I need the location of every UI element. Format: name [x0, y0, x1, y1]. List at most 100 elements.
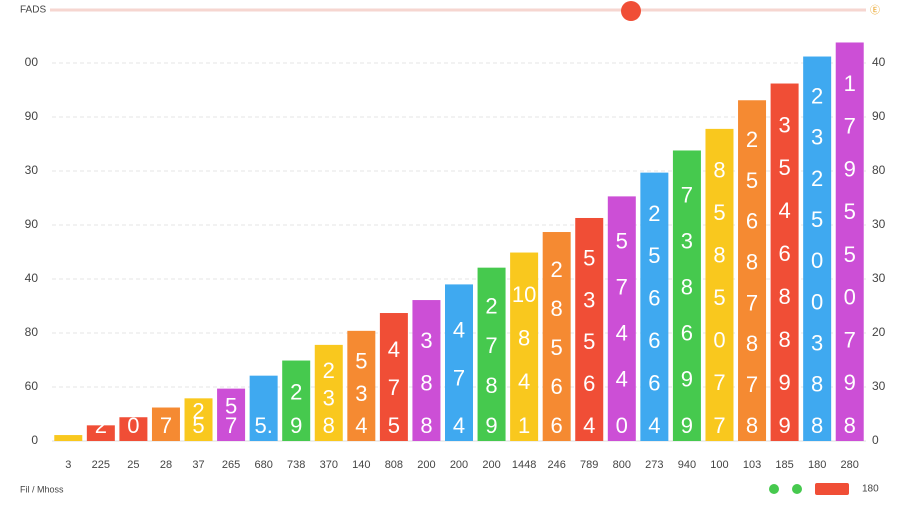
x-tick-label: 37 — [192, 459, 204, 471]
bar-digit: 2 — [290, 380, 302, 405]
slider-handle[interactable] — [621, 1, 641, 21]
x-tick-label: 738 — [287, 459, 305, 471]
bar-digit: 9 — [681, 413, 693, 438]
y-tick-label: 60 — [25, 379, 39, 393]
bar — [217, 388, 246, 441]
y-tick-label: 0 — [31, 433, 38, 447]
bar-digit: 5 — [713, 200, 725, 225]
bar-digit: 7 — [453, 365, 465, 390]
bar-digit: 8 — [746, 249, 758, 274]
bar-digit: 5 — [192, 413, 204, 438]
bar-digit: 5 — [355, 349, 367, 374]
bar-digit: 6 — [648, 328, 660, 353]
bar-digit: 7 — [225, 413, 237, 438]
bar — [412, 300, 441, 441]
bar-digit: 3 — [420, 328, 432, 353]
bar-digit: 5. — [254, 413, 272, 438]
bar-digit: 3 — [583, 287, 595, 312]
y2-tick-label: 90 — [872, 109, 886, 123]
corner-label: Ⓔ — [870, 5, 880, 17]
bar-digit: 9 — [778, 413, 790, 438]
y2-tick-label: 40 — [872, 55, 886, 69]
bar-digit: 4 — [616, 321, 628, 346]
bar-digit: 8 — [811, 413, 823, 438]
x-tick-label: 200 — [417, 459, 435, 471]
y-tick-label: 90 — [25, 109, 39, 123]
bar — [672, 150, 701, 442]
legend-text: Fil / Mhoss — [20, 484, 64, 494]
bar-digit: 10 — [512, 282, 536, 307]
bar-digit: 2 — [95, 413, 107, 438]
bar-digit: 0 — [844, 285, 856, 310]
bar — [445, 284, 473, 441]
bar-digit: 5 — [713, 285, 725, 310]
bar-digit: 7 — [746, 372, 758, 397]
bar-digit: 7 — [713, 413, 725, 438]
bar — [86, 425, 115, 441]
bar — [835, 42, 864, 441]
bar-digit: 3 — [681, 228, 693, 253]
x-tick-label: 940 — [678, 459, 696, 471]
x-tick-label: 28 — [160, 459, 172, 471]
bar-digit: 9 — [844, 156, 856, 181]
y2-tick-label: 80 — [872, 163, 886, 177]
bar — [379, 313, 408, 441]
bar-digit: 7 — [388, 375, 400, 400]
y-tick-label: 90 — [25, 217, 39, 231]
bar-digit: 6 — [746, 209, 758, 234]
bar-digit: 6 — [551, 374, 563, 399]
x-tick-label: 280 — [841, 459, 859, 471]
y2-tick-label: 20 — [872, 325, 886, 339]
bar — [477, 267, 506, 441]
bar-digit: 7 — [844, 114, 856, 139]
bar — [607, 196, 636, 441]
bar-digit: 4 — [778, 198, 790, 223]
y2-tick-label: 30 — [872, 217, 886, 231]
bar-digit: 2 — [323, 358, 335, 383]
x-tick-label: 265 — [222, 459, 240, 471]
x-tick-label: 100 — [710, 459, 728, 471]
x-tick-label: 225 — [92, 459, 110, 471]
y2-tick-label: 30 — [872, 379, 886, 393]
bar-digit: 8 — [746, 413, 758, 438]
bar-digit: 9 — [485, 413, 497, 438]
bar-digit: 7 — [746, 290, 758, 315]
x-tick-label: 808 — [385, 459, 403, 471]
x-tick-label: 103 — [743, 459, 761, 471]
bar-digit: 2 — [485, 293, 497, 318]
bar-digit: 4 — [355, 413, 367, 438]
bar — [282, 360, 311, 441]
bar — [542, 232, 571, 441]
bar-digit: 9 — [681, 367, 693, 392]
bar-digit: 3 — [778, 112, 790, 137]
chart-title: FADS — [20, 5, 46, 16]
bar-digit: 8 — [844, 413, 856, 438]
bar-digit: 0 — [127, 413, 139, 438]
bar-digit: 5 — [648, 243, 660, 268]
bar — [640, 172, 669, 441]
bar-digit: 6 — [778, 241, 790, 266]
bar-digit: 2 — [746, 127, 758, 152]
bar-digit: 4 — [453, 413, 465, 438]
bar-digit: 7 — [681, 182, 693, 207]
x-tick-label: 180 — [808, 459, 826, 471]
bar-digit: 1 — [518, 413, 530, 438]
bar-digit: 0 — [811, 289, 823, 314]
x-tick-label: 25 — [127, 459, 139, 471]
bar-digit: 5 — [746, 168, 758, 193]
x-tick-label: 1448 — [512, 459, 536, 471]
x-tick-label: 185 — [775, 459, 793, 471]
bar-digit: 6 — [648, 370, 660, 395]
bar-digit: 9 — [844, 370, 856, 395]
x-tick-label: 3 — [65, 459, 71, 471]
y-tick-label: 40 — [25, 271, 39, 285]
bar-digit: 2 — [192, 398, 204, 423]
bar-digit: 0 — [811, 248, 823, 273]
bar — [184, 398, 213, 441]
bar-digit: 3 — [811, 125, 823, 150]
bar-digit: 4 — [583, 413, 595, 438]
bar-digit: 8 — [681, 275, 693, 300]
bar — [249, 375, 278, 441]
bar-digit: 4 — [648, 413, 660, 438]
